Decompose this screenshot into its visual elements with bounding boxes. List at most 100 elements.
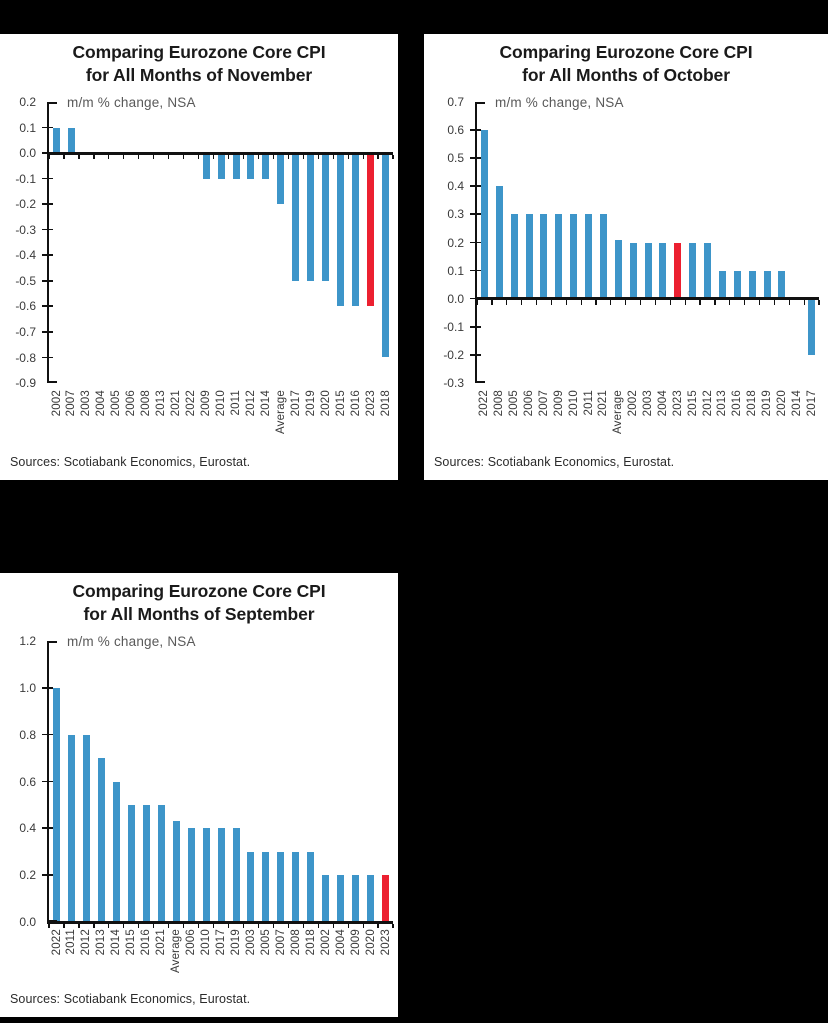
x-tick (153, 923, 155, 928)
bar (322, 153, 330, 281)
x-tick-label: 2023 (364, 390, 377, 417)
plot-area: 0.2 0.1 0.0 -0.1 -0.2 -0.3 -0.4 -0.5 -0.6 -0.7 -0.… (0, 34, 398, 480)
x-tick-label: 2020 (364, 929, 377, 956)
bar-highlight (367, 153, 375, 307)
x-tick (362, 923, 364, 928)
source-note: Sources: Scotiabank Economics, Eurostat. (10, 455, 251, 469)
y-tick (42, 356, 53, 359)
bar (337, 875, 345, 922)
x-tick (123, 154, 125, 160)
x-tick-label: 2014 (110, 929, 123, 956)
bar (247, 851, 255, 923)
x-tick-label: 2003 (642, 390, 654, 417)
y-tick (42, 228, 53, 231)
bar (629, 242, 637, 299)
y-tick-label: -0.1 (443, 319, 464, 334)
x-tick-label: 2003 (244, 929, 257, 956)
x-tick-label: 2006 (523, 390, 535, 417)
y-tick (42, 254, 53, 257)
y-tick (42, 733, 53, 736)
bar (540, 214, 548, 299)
x-tick-label: 2013 (95, 929, 108, 956)
x-tick-label: 2021 (597, 390, 610, 417)
bar (555, 214, 563, 299)
x-tick (625, 300, 627, 305)
y-tick-label: 0.7 (447, 95, 464, 109)
x-tick (93, 923, 95, 928)
plot-area: 0.7 0.6 0.5 0.4 0.3 0.2 0.1 0.0 -0.1 -0.2 -0.3 2022… (424, 34, 828, 480)
x-tick (640, 300, 642, 305)
bar (748, 270, 756, 299)
y-tick-label: 1.2 (19, 634, 36, 648)
x-tick-label: 2010 (200, 929, 212, 956)
bar (292, 153, 300, 281)
x-tick-label: Average (170, 929, 183, 974)
bar (689, 242, 697, 299)
x-tick-label: 2006 (125, 390, 138, 417)
y-tick (470, 269, 481, 272)
source-note: Sources: Scotiabank Economics, Eurostat. (434, 455, 675, 469)
bar (157, 804, 165, 922)
x-tick-label: 2009 (200, 390, 212, 417)
x-tick (302, 923, 304, 928)
x-tick (654, 300, 657, 305)
bar-highlight (382, 875, 389, 922)
x-tick (550, 300, 552, 305)
x-tick-label: 2005 (259, 929, 272, 956)
y-tick (42, 330, 53, 333)
x-tick-label: Average (612, 390, 625, 435)
x-tick-label: 2004 (334, 929, 347, 956)
y-tick (42, 780, 53, 783)
bar (67, 127, 75, 153)
x-tick (377, 154, 379, 160)
y-tick-label: 0.2 (19, 95, 36, 109)
chart-panel-october: Comparing Eurozone Core CPI for All Month… (424, 34, 828, 480)
x-tick (699, 300, 701, 305)
x-tick (183, 923, 185, 928)
x-tick (48, 923, 50, 928)
x-tick (476, 300, 478, 305)
bar (585, 214, 592, 299)
y-tick-label: -0.7 (15, 324, 36, 339)
x-tick (521, 300, 523, 305)
x-tick-label: 2013 (716, 390, 729, 417)
x-tick-label: 2019 (761, 390, 773, 417)
y-axis-bottom-tick (477, 381, 485, 383)
x-tick-label: 2013 (155, 390, 168, 417)
y-tick-label: 0.8 (19, 727, 36, 742)
bar (277, 153, 285, 205)
y-tick-label: -0.5 (15, 273, 36, 288)
x-tick-label: 2012 (80, 929, 93, 956)
x-tick (257, 923, 260, 928)
x-tick-label: 2019 (304, 390, 317, 417)
x-tick-label: 2010 (567, 390, 580, 417)
chart-panel-november: Comparing Eurozone Core CPI for All Month… (0, 34, 398, 480)
y-tick-label: -0.8 (15, 350, 36, 365)
x-tick-label: 2010 (215, 390, 227, 417)
bar (704, 242, 711, 299)
y-tick-label: 0.3 (447, 207, 464, 222)
y-tick (42, 874, 53, 876)
bar (97, 758, 105, 922)
x-tick-label: 2011 (65, 929, 78, 955)
x-tick-label: 2020 (775, 390, 788, 417)
bar (382, 153, 389, 358)
x-tick-label: 2011 (582, 390, 595, 416)
x-tick (287, 923, 289, 928)
x-tick (788, 300, 790, 305)
x-tick (153, 154, 155, 160)
chart-subtitle: m/m % change, NSA (495, 95, 624, 110)
x-tick-label: 2016 (731, 390, 744, 417)
chart-title: Comparing Eurozone Core CPI for All Month… (0, 41, 398, 87)
chart-title-line1: Comparing Eurozone Core CPI (499, 42, 753, 62)
bar (525, 214, 533, 299)
x-tick (332, 154, 334, 160)
y-tick (470, 325, 481, 328)
bar (262, 153, 270, 179)
x-tick-label: 2007 (274, 929, 287, 956)
x-tick-label: 2007 (537, 390, 550, 417)
y-tick-label: 0.2 (447, 235, 464, 250)
x-tick (123, 923, 125, 928)
x-tick (138, 154, 140, 160)
